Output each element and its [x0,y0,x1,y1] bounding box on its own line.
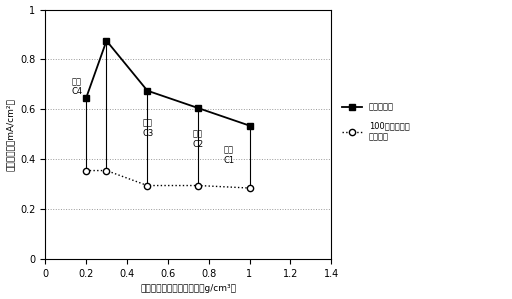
Text: 電池
C2: 電池 C2 [193,129,203,149]
Text: 電池
C3: 電池 C3 [142,118,154,138]
Text: 電池
C4: 電池 C4 [72,77,83,96]
Text: 電池
C1: 電池 C1 [224,146,235,165]
X-axis label: 膨張黒邉シートの密度　（g/cm³）: 膨張黒邉シートの密度 （g/cm³） [140,284,236,293]
Y-axis label: 電流密度　（mA/cm²）: 電流密度 （mA/cm²） [6,98,14,171]
Legend: 最大電流値, 100秒までの平
均電流値: 最大電流値, 100秒までの平 均電流値 [338,99,413,144]
